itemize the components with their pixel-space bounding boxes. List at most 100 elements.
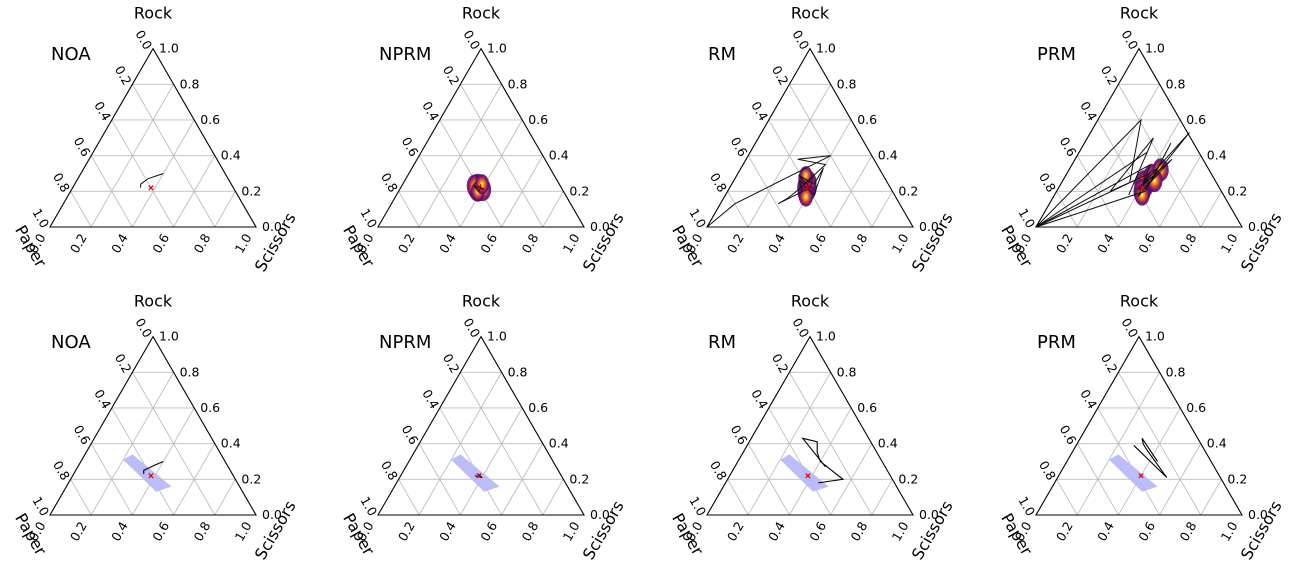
tick-label-paper: 0.2: [112, 63, 135, 88]
tick-label-rock: 0.8: [837, 364, 857, 379]
tick-label-paper: 0.6: [728, 134, 751, 159]
tick-label-paper: 0.0: [789, 315, 812, 340]
axis-label-top: Rock: [462, 292, 501, 311]
tick-label-rock: 0.6: [200, 400, 220, 415]
axis-label-top: Rock: [791, 292, 830, 311]
tick-label-paper: 0.2: [769, 63, 792, 88]
grid-line: [111, 407, 174, 516]
equilibrium-marker: [148, 185, 154, 191]
tick-label-scissors: 0.2: [67, 519, 90, 544]
tick-label-rock: 1.0: [487, 41, 507, 56]
panel-title: NPRM: [379, 44, 431, 65]
tick-label-rock: 0.4: [221, 148, 241, 163]
ternary-panel-0: 0.00.00.00.20.20.20.40.40.40.60.60.60.80…: [11, 4, 299, 275]
grid-line: [1076, 443, 1119, 516]
grid-line: [418, 155, 461, 228]
tick-label-paper: 0.6: [1057, 422, 1080, 447]
tick-label-paper: 1.0: [1015, 494, 1038, 519]
tick-label-rock: 0.2: [1227, 471, 1247, 486]
tick-label-scissors: 0.4: [765, 231, 788, 256]
grid-line: [90, 155, 133, 228]
axis-label-left: Paper: [11, 510, 50, 559]
grid-line: [418, 443, 461, 516]
grid-line: [1159, 443, 1202, 516]
grid-line: [460, 119, 523, 228]
grid-line: [747, 443, 790, 516]
tick-label-scissors: 0.8: [190, 231, 213, 256]
tick-label-paper: 0.6: [71, 422, 94, 447]
tick-label-scissors: 0.4: [1094, 519, 1117, 544]
trajectory-line: [1035, 118, 1190, 228]
tick-label-rock: 0.4: [1207, 436, 1227, 451]
region-area: [780, 454, 829, 492]
tick-label-rock: 1.0: [816, 329, 836, 344]
tick-label-rock: 0.4: [221, 436, 241, 451]
grid-line: [1056, 479, 1078, 516]
tick-label-rock: 1.0: [159, 41, 179, 56]
region-area: [451, 454, 500, 492]
tick-label-scissors: 1.0: [1218, 519, 1241, 544]
density-mark: [1141, 193, 1144, 197]
grid-line: [830, 443, 873, 516]
panel-title: NPRM: [379, 332, 431, 353]
tick-label-scissors: 1.0: [560, 519, 583, 544]
grid-line: [1056, 191, 1078, 228]
tick-label-rock: 0.6: [857, 112, 877, 127]
tick-label-rock: 1.0: [487, 329, 507, 344]
grid-line: [871, 479, 893, 516]
tick-label-rock: 0.6: [528, 112, 548, 127]
axis-label-top: Rock: [462, 4, 501, 23]
tick-label-scissors: 0.8: [190, 519, 213, 544]
tick-label-paper: 0.8: [707, 170, 730, 195]
grid-lines: [1056, 83, 1222, 228]
tick-label-rock: 0.8: [1166, 364, 1186, 379]
tick-label-paper: 0.2: [440, 351, 463, 376]
tick-label-paper: 0.6: [1057, 134, 1080, 159]
grid-line: [1200, 191, 1222, 228]
tick-label-paper: 0.2: [1098, 351, 1121, 376]
density-mark: [805, 174, 807, 177]
tick-label-paper: 0.4: [1077, 99, 1100, 124]
tick-label-rock: 0.0: [262, 219, 282, 234]
axis-label-left: Paper: [668, 222, 707, 271]
tick-label-scissors: 0.6: [806, 231, 829, 256]
axis-label-top: Rock: [1120, 292, 1159, 311]
trajectory-line: [1133, 437, 1168, 478]
grid-line: [747, 155, 790, 228]
tick-label-scissors: 0.8: [1176, 519, 1199, 544]
tick-label-paper: 0.0: [460, 27, 483, 52]
tick-label-rock: 0.0: [1248, 507, 1268, 522]
trajectory-line: [801, 437, 845, 484]
tick-label-rock: 0.6: [1186, 400, 1206, 415]
grid-line: [173, 443, 216, 516]
tick-label-paper: 0.4: [748, 387, 771, 412]
grid-line: [1097, 119, 1160, 228]
equilibrium-marker: [805, 473, 811, 479]
grid-line: [70, 479, 92, 516]
tick-label-rock: 1.0: [816, 41, 836, 56]
triangle-frame: [706, 335, 914, 516]
ternary-panel-7: 0.00.00.00.20.20.20.40.40.40.60.60.60.80…: [997, 292, 1285, 563]
axis-label-top: Rock: [791, 4, 830, 23]
ternary-panel-1: 0.00.00.00.20.20.20.40.40.40.60.60.60.80…: [339, 4, 627, 275]
density-mark: [805, 195, 807, 198]
tick-label-paper: 0.8: [707, 458, 730, 483]
tick-label-scissors: 0.2: [1053, 519, 1076, 544]
ternary-panel-5: 0.00.00.00.20.20.20.40.40.40.60.60.60.80…: [339, 292, 627, 563]
equilibrium-marker: [476, 185, 482, 191]
grid-line: [1076, 155, 1119, 228]
grid-line: [173, 155, 216, 228]
grid-line: [398, 479, 420, 516]
tick-label-paper: 0.0: [789, 27, 812, 52]
tick-label-paper: 0.8: [50, 170, 73, 195]
tick-label-paper: 0.8: [50, 458, 73, 483]
tick-label-scissors: 0.4: [765, 519, 788, 544]
region-area: [123, 454, 172, 492]
tick-label-rock: 0.2: [241, 471, 261, 486]
tick-label-scissors: 1.0: [232, 231, 255, 256]
tick-label-scissors: 0.4: [436, 519, 459, 544]
panel-title: RM: [708, 332, 736, 353]
tick-label-rock: 0.8: [508, 364, 528, 379]
tick-label-scissors: 0.6: [806, 519, 829, 544]
tick-label-rock: 0.0: [919, 507, 939, 522]
